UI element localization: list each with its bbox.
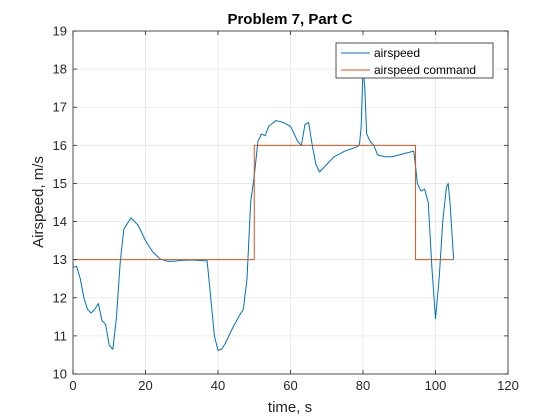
chart-title: Problem 7, Part C [227,11,352,28]
tick-labels: 0 20 40 60 80 100 120 10 11 12 13 14 15 16 17 18 19 [53,24,519,394]
legend: airspeed airspeed command [335,42,494,79]
y-tick-label: 13 [53,252,67,267]
y-axis-label: Airspeed, m/s [30,156,47,248]
x-tick-label: 20 [138,378,152,393]
x-tick-label: 80 [356,378,370,393]
legend-box [335,42,494,79]
x-axis-label: time, s [268,399,312,416]
y-tick-label: 17 [53,100,67,115]
y-tick-label: 15 [53,176,67,191]
y-tick-label: 18 [53,62,67,77]
x-tick-label: 40 [211,378,225,393]
y-tick-label: 11 [54,328,68,343]
y-tick-label: 14 [53,214,67,229]
series-line-airspeed-command [73,144,454,261]
series-layer [72,66,455,351]
x-tick-label: 0 [69,378,76,393]
legend-label-airspeed-command: airspeed command [374,63,476,77]
y-tick-label: 16 [53,138,67,153]
x-tick-label: 60 [283,378,297,393]
y-tick-label: 19 [53,24,67,39]
x-tick-label: 100 [425,378,447,393]
x-tick-label: 120 [497,378,519,393]
tick-marks [72,30,509,375]
legend-label-airspeed: airspeed [374,46,420,60]
y-tick-label: 12 [53,290,67,305]
series-line-airspeed [72,66,455,351]
y-tick-label: 10 [53,367,67,382]
